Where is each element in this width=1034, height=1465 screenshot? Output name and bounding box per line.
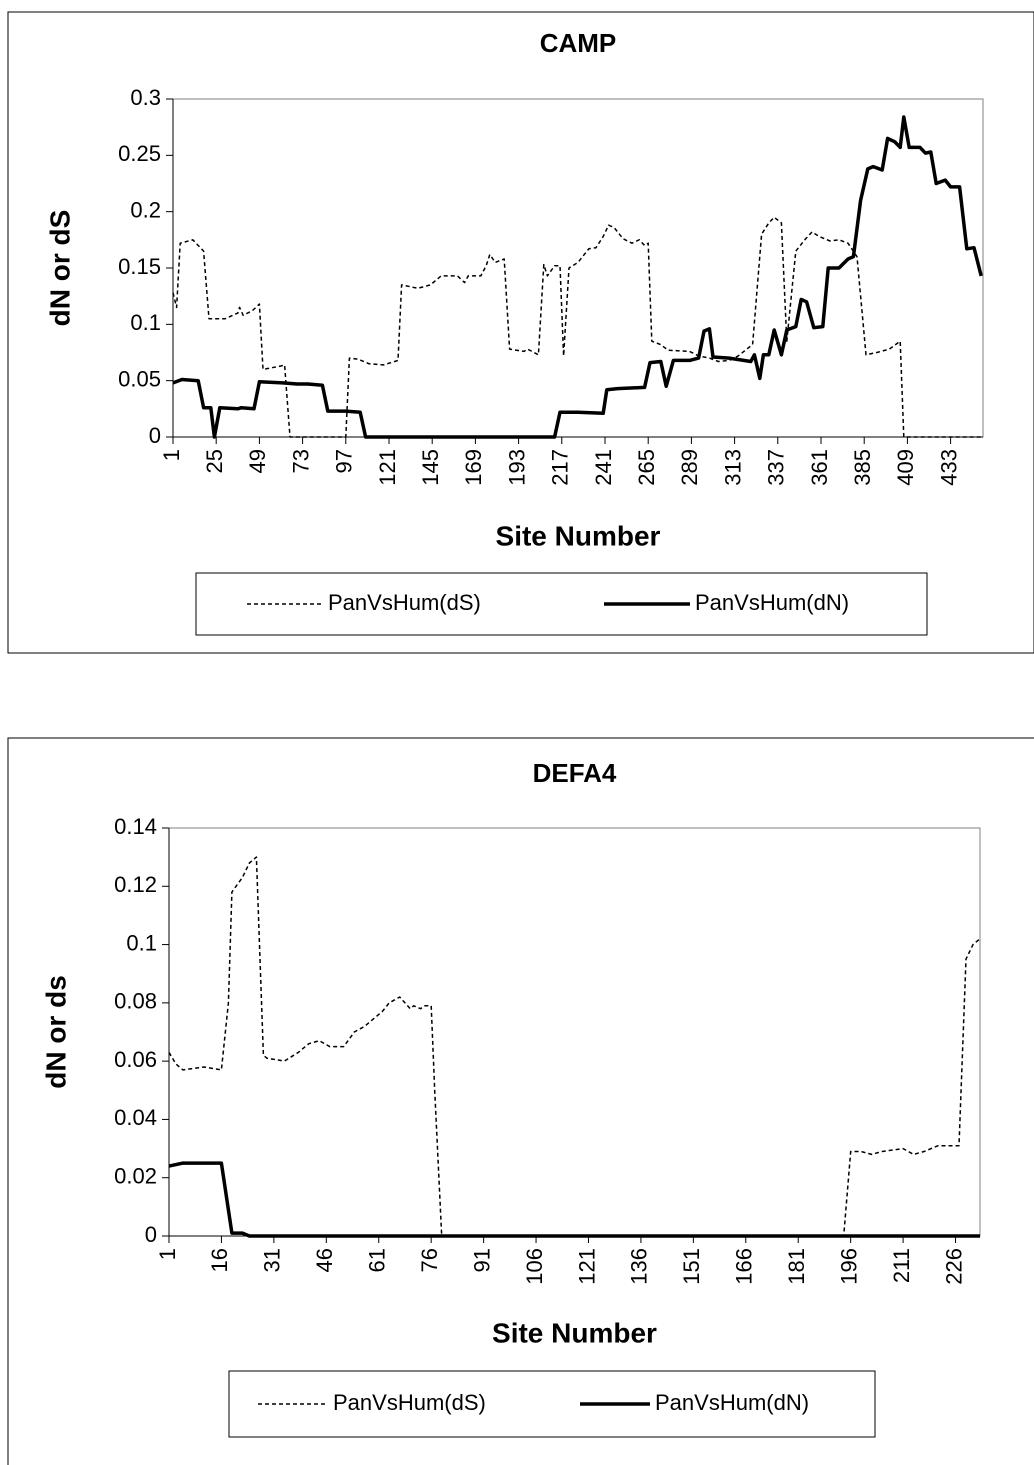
x-tick-label: 106 [522, 1248, 547, 1285]
x-tick-label: 196 [836, 1248, 861, 1285]
x-tick-label: 433 [936, 449, 961, 486]
y-tick-label: 0.3 [130, 85, 161, 110]
y-tick-label: 0.2 [130, 197, 161, 222]
x-tick-label: 121 [574, 1248, 599, 1285]
x-tick-label: 289 [677, 449, 702, 486]
y-tick-label: 0 [149, 423, 161, 448]
chart: DEFA4 Site Number dN or ds 0 0.02 0.04 0.06 0.0… [7, 737, 1034, 1465]
x-tick-label: 211 [889, 1248, 914, 1283]
x-tick-label: 97 [332, 449, 357, 473]
x-tick-label: 31 [260, 1248, 285, 1272]
y-tick-label: 0.12 [114, 872, 157, 897]
y-axis-label: dN or dS [44, 210, 75, 327]
x-tick-label: 73 [288, 449, 313, 473]
x-axis-label: Site Number [496, 520, 661, 551]
x-tick-label: 385 [850, 449, 875, 486]
legend-label: PanVsHum(dS) [328, 590, 481, 615]
y-tick-label: 0.1 [126, 930, 157, 955]
legend-label: PanVsHum(dN) [655, 1390, 809, 1415]
chart-title: CAMP [540, 28, 617, 58]
x-tick-label: 226 [941, 1248, 966, 1285]
data-line [172, 216, 983, 438]
x-tick-label: 166 [732, 1248, 757, 1285]
x-tick-label: 61 [365, 1248, 390, 1272]
y-tick-label: 0.04 [114, 1105, 157, 1130]
x-tick-label: 1 [159, 449, 184, 461]
x-tick-label: 91 [469, 1248, 494, 1272]
legend-label: PanVsHum(dS) [333, 1390, 486, 1415]
y-tick-label: 0.02 [114, 1164, 157, 1189]
chart-frame [7, 737, 1034, 1465]
y-tick-label: 0.25 [118, 141, 161, 166]
x-tick-label: 76 [417, 1248, 442, 1272]
y-tick-label: 0.1 [130, 310, 161, 335]
x-tick-label: 361 [807, 449, 832, 486]
x-tick-label: 49 [245, 449, 270, 473]
x-tick-label: 181 [784, 1248, 809, 1285]
x-tick-label: 313 [720, 449, 745, 486]
y-tick-label: 0.14 [114, 814, 157, 839]
x-tick-label: 241 [591, 449, 616, 486]
x-tick-label: 151 [679, 1248, 704, 1285]
data-line [172, 115, 983, 439]
y-tick-label: 0.08 [114, 989, 157, 1014]
x-tick-label: 169 [461, 449, 486, 486]
x-tick-label: 46 [312, 1248, 337, 1272]
chart: CAMP Site Number dN or dS 0 0.05 0.1 0.15 0.2 0.… [7, 11, 1034, 654]
chart-title: DEFA4 [533, 758, 617, 788]
x-tick-label: 217 [548, 449, 573, 486]
y-tick-label: 0.15 [118, 254, 161, 279]
x-tick-label: 16 [207, 1248, 232, 1272]
chart-frame [7, 11, 1034, 654]
x-axis-label: Site Number [492, 1317, 657, 1348]
x-tick-label: 337 [764, 449, 789, 486]
data-line [168, 856, 981, 1237]
legend-label: PanVsHum(dN) [695, 590, 849, 615]
x-tick-label: 25 [202, 449, 227, 473]
x-tick-label: 1 [155, 1248, 180, 1260]
x-tick-label: 121 [375, 449, 400, 486]
x-tick-label: 265 [634, 449, 659, 486]
y-tick-label: 0 [145, 1222, 157, 1247]
x-tick-label: 193 [504, 449, 529, 486]
x-tick-label: 145 [418, 449, 443, 486]
x-tick-label: 409 [893, 449, 918, 486]
y-tick-label: 0.06 [114, 1047, 157, 1072]
y-axis-label: dN or ds [40, 975, 71, 1089]
data-line [168, 1161, 980, 1238]
x-tick-label: 136 [627, 1248, 652, 1285]
legend [228, 1370, 876, 1438]
y-tick-label: 0.05 [118, 366, 161, 391]
